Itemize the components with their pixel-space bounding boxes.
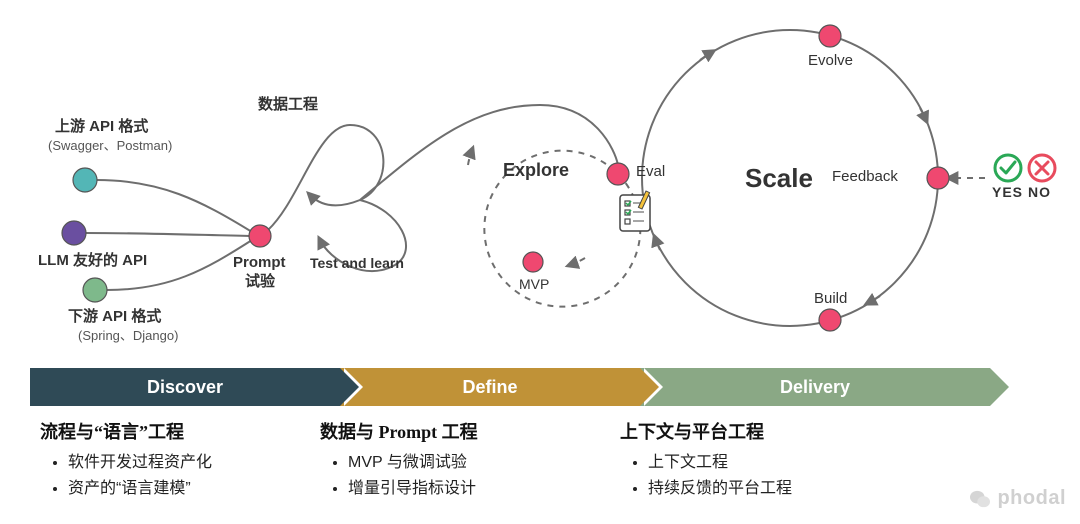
section-discover-item0: 软件开发过程资产化 bbox=[68, 448, 212, 472]
phase-define: Define bbox=[340, 368, 640, 406]
scale-arrow-sw bbox=[655, 238, 660, 250]
label-test-learn: Test and learn bbox=[310, 255, 404, 272]
label-evolve: Evolve bbox=[808, 52, 853, 70]
phase-bar: Discover Define Delivery bbox=[30, 368, 990, 406]
section-discover-item1: 资产的“语言建模” bbox=[68, 474, 212, 498]
node-eval bbox=[607, 163, 629, 185]
label-llm-title: LLM 友好的 API bbox=[38, 252, 147, 270]
wechat-icon bbox=[969, 489, 991, 509]
label-data-eng: 数据工程 bbox=[258, 96, 318, 114]
label-build: Build bbox=[814, 290, 847, 308]
watermark-text: phodal bbox=[997, 487, 1066, 510]
edge-llm-prompt bbox=[86, 233, 250, 236]
section-delivery-item1: 持续反馈的平台工程 bbox=[648, 474, 792, 498]
label-feedback: Feedback bbox=[832, 168, 898, 186]
explore-arrow2 bbox=[570, 258, 585, 265]
label-mvp: MVP bbox=[519, 276, 549, 293]
explore-arrow1 bbox=[468, 150, 472, 165]
loop-data-eng bbox=[268, 125, 383, 230]
edge-upstream-prompt bbox=[97, 180, 252, 232]
label-explore: Explore bbox=[503, 160, 569, 182]
section-delivery: 上下文与平台工程 上下文工程 持续反馈的平台工程 bbox=[620, 418, 792, 500]
label-upstream-title: 上游 API 格式 bbox=[55, 118, 148, 136]
section-delivery-title: 上下文与平台工程 bbox=[620, 418, 792, 444]
label-downstream-sub: (Spring、Django) bbox=[78, 328, 178, 344]
checklist-icon bbox=[620, 191, 650, 231]
section-define-item0: MVP 与微调试验 bbox=[348, 448, 478, 472]
phase-define-label: Define bbox=[462, 377, 517, 398]
scale-arrow-se bbox=[868, 296, 880, 303]
yes-badge bbox=[995, 155, 1021, 181]
node-downstream bbox=[83, 278, 107, 302]
node-mvp bbox=[523, 252, 543, 272]
label-eval: Eval bbox=[636, 163, 665, 181]
node-build bbox=[819, 309, 841, 331]
section-define-item1: 增量引导指标设计 bbox=[348, 474, 478, 498]
phase-discover: Discover bbox=[30, 368, 340, 406]
scale-arrow-nnw bbox=[700, 52, 712, 60]
section-define: 数据与 Prompt 工程 MVP 与微调试验 增量引导指标设计 bbox=[320, 418, 478, 500]
phase-discover-label: Discover bbox=[147, 377, 223, 398]
node-upstream bbox=[73, 168, 97, 192]
label-downstream-title: 下游 API 格式 bbox=[68, 308, 161, 326]
node-llm-api bbox=[62, 221, 86, 245]
node-prompt bbox=[249, 225, 271, 247]
no-badge bbox=[1029, 155, 1055, 181]
node-evolve bbox=[819, 25, 841, 47]
label-prompt2: 试验 bbox=[245, 273, 275, 291]
label-no: NO bbox=[1028, 184, 1051, 201]
phase-delivery-label: Delivery bbox=[780, 377, 850, 398]
label-scale: Scale bbox=[745, 163, 813, 194]
section-discover-title: 流程与“语言”工程 bbox=[40, 418, 212, 444]
label-yes: YES bbox=[992, 184, 1023, 201]
label-upstream-sub: (Swagger、Postman) bbox=[48, 138, 172, 154]
watermark: phodal bbox=[969, 487, 1066, 510]
section-define-title: 数据与 Prompt 工程 bbox=[320, 418, 478, 444]
scale-arrow-ne bbox=[920, 108, 926, 120]
section-discover: 流程与“语言”工程 软件开发过程资产化 资产的“语言建模” bbox=[40, 418, 212, 500]
section-delivery-item0: 上下文工程 bbox=[648, 448, 792, 472]
phase-delivery: Delivery bbox=[640, 368, 990, 406]
label-prompt1: Prompt bbox=[233, 254, 286, 272]
node-feedback bbox=[927, 167, 949, 189]
